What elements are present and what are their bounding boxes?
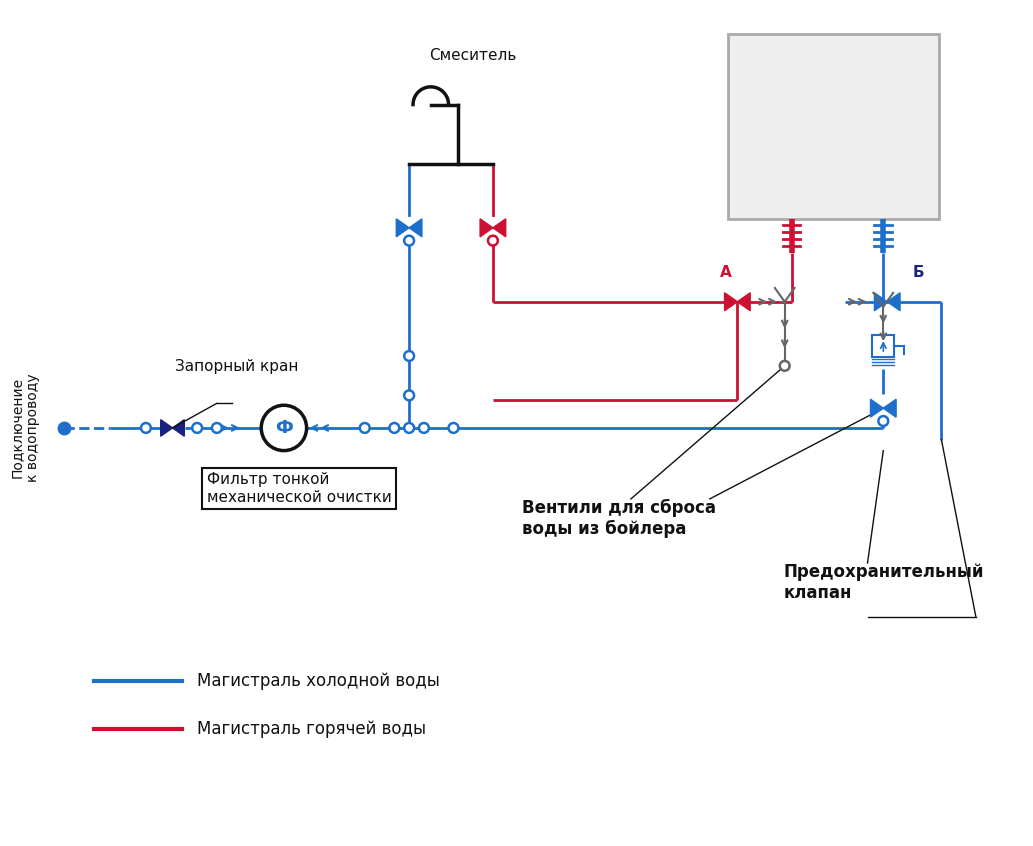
Circle shape	[212, 423, 222, 433]
Circle shape	[878, 416, 888, 426]
Polygon shape	[480, 219, 493, 237]
Text: Подключение
к водопроводу: Подключение к водопроводу	[9, 374, 39, 482]
Circle shape	[404, 236, 414, 245]
Circle shape	[261, 405, 307, 451]
Circle shape	[359, 423, 370, 433]
Polygon shape	[409, 219, 421, 237]
Text: Фильтр тонкой
механической очистки: Фильтр тонкой механической очистки	[207, 472, 392, 505]
Polygon shape	[161, 420, 173, 437]
Text: Ф: Ф	[275, 419, 292, 437]
Circle shape	[488, 236, 498, 245]
Polygon shape	[397, 219, 409, 237]
Circle shape	[140, 423, 151, 433]
Bar	[873, 335, 895, 357]
Polygon shape	[173, 420, 184, 437]
Polygon shape	[871, 399, 883, 417]
Circle shape	[404, 423, 414, 433]
Text: Смеситель: Смеситель	[430, 48, 516, 63]
Text: Вентили для сброса
воды из бойлера: Вентили для сброса воды из бойлера	[523, 499, 717, 538]
Bar	[727, 34, 939, 219]
Text: Магистраль холодной воды: Магистраль холодной воды	[197, 673, 440, 690]
Polygon shape	[874, 293, 887, 310]
Polygon shape	[738, 293, 750, 310]
Polygon shape	[883, 399, 896, 417]
Circle shape	[780, 361, 789, 371]
Circle shape	[404, 391, 414, 400]
Text: Магистраль горячей воды: Магистраль горячей воды	[197, 720, 427, 738]
Polygon shape	[887, 293, 900, 310]
Circle shape	[389, 423, 399, 433]
Circle shape	[419, 423, 429, 433]
Text: А: А	[720, 265, 731, 280]
Polygon shape	[493, 219, 506, 237]
Text: Запорный кран: Запорный кран	[176, 359, 299, 374]
Text: Б: Б	[913, 265, 925, 280]
Circle shape	[448, 423, 459, 433]
Text: Предохранительный
клапан: Предохранительный клапан	[784, 563, 984, 602]
Circle shape	[404, 351, 414, 361]
Polygon shape	[724, 293, 738, 310]
Circle shape	[192, 423, 202, 433]
